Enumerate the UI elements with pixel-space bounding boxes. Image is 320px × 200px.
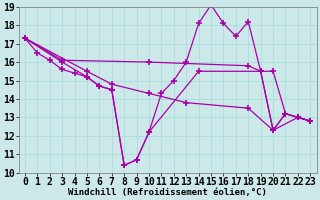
X-axis label: Windchill (Refroidissement éolien,°C): Windchill (Refroidissement éolien,°C) bbox=[68, 188, 267, 197]
